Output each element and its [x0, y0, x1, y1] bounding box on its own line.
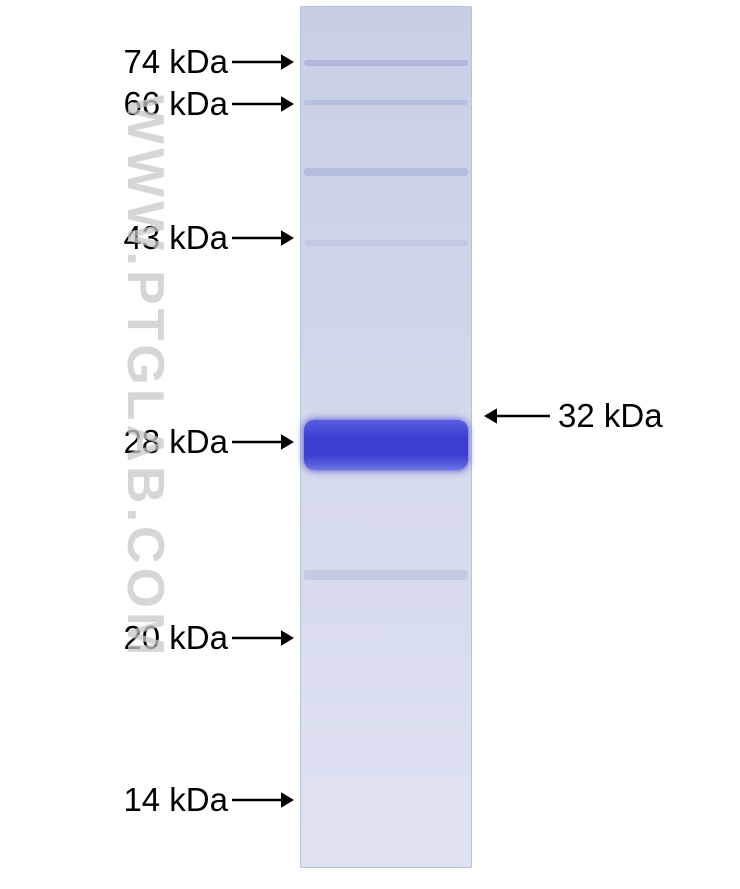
marker-label-0: 74 kDa — [123, 43, 228, 81]
sample-size-label: 32 kDa — [558, 397, 663, 435]
band-55 — [304, 168, 468, 176]
band-43 — [304, 240, 468, 246]
band-74 — [304, 60, 468, 66]
sample-arrow — [484, 403, 550, 429]
marker-arrow-3 — [232, 429, 294, 455]
marker-label-2: 43 kDa — [123, 219, 228, 257]
marker-arrow-4 — [232, 625, 294, 651]
watermark-text: WWW.PTGLAB.COM — [115, 95, 175, 659]
marker-label-5: 14 kDa — [123, 781, 228, 819]
gel-figure: 74 kDa 66 kDa 43 kDa 28 kDa 20 kDa 14 kDa 32 … — [0, 0, 740, 889]
marker-label-3: 28 kDa — [123, 423, 228, 461]
marker-arrow-2 — [232, 225, 294, 251]
marker-label-1: 66 kDa — [123, 85, 228, 123]
marker-arrow-0 — [232, 49, 294, 75]
marker-arrow-5 — [232, 787, 294, 813]
band-20ish — [304, 570, 468, 580]
band-66 — [304, 100, 468, 105]
marker-label-4: 20 kDa — [123, 619, 228, 657]
marker-arrow-1 — [232, 91, 294, 117]
band-main — [304, 420, 468, 470]
